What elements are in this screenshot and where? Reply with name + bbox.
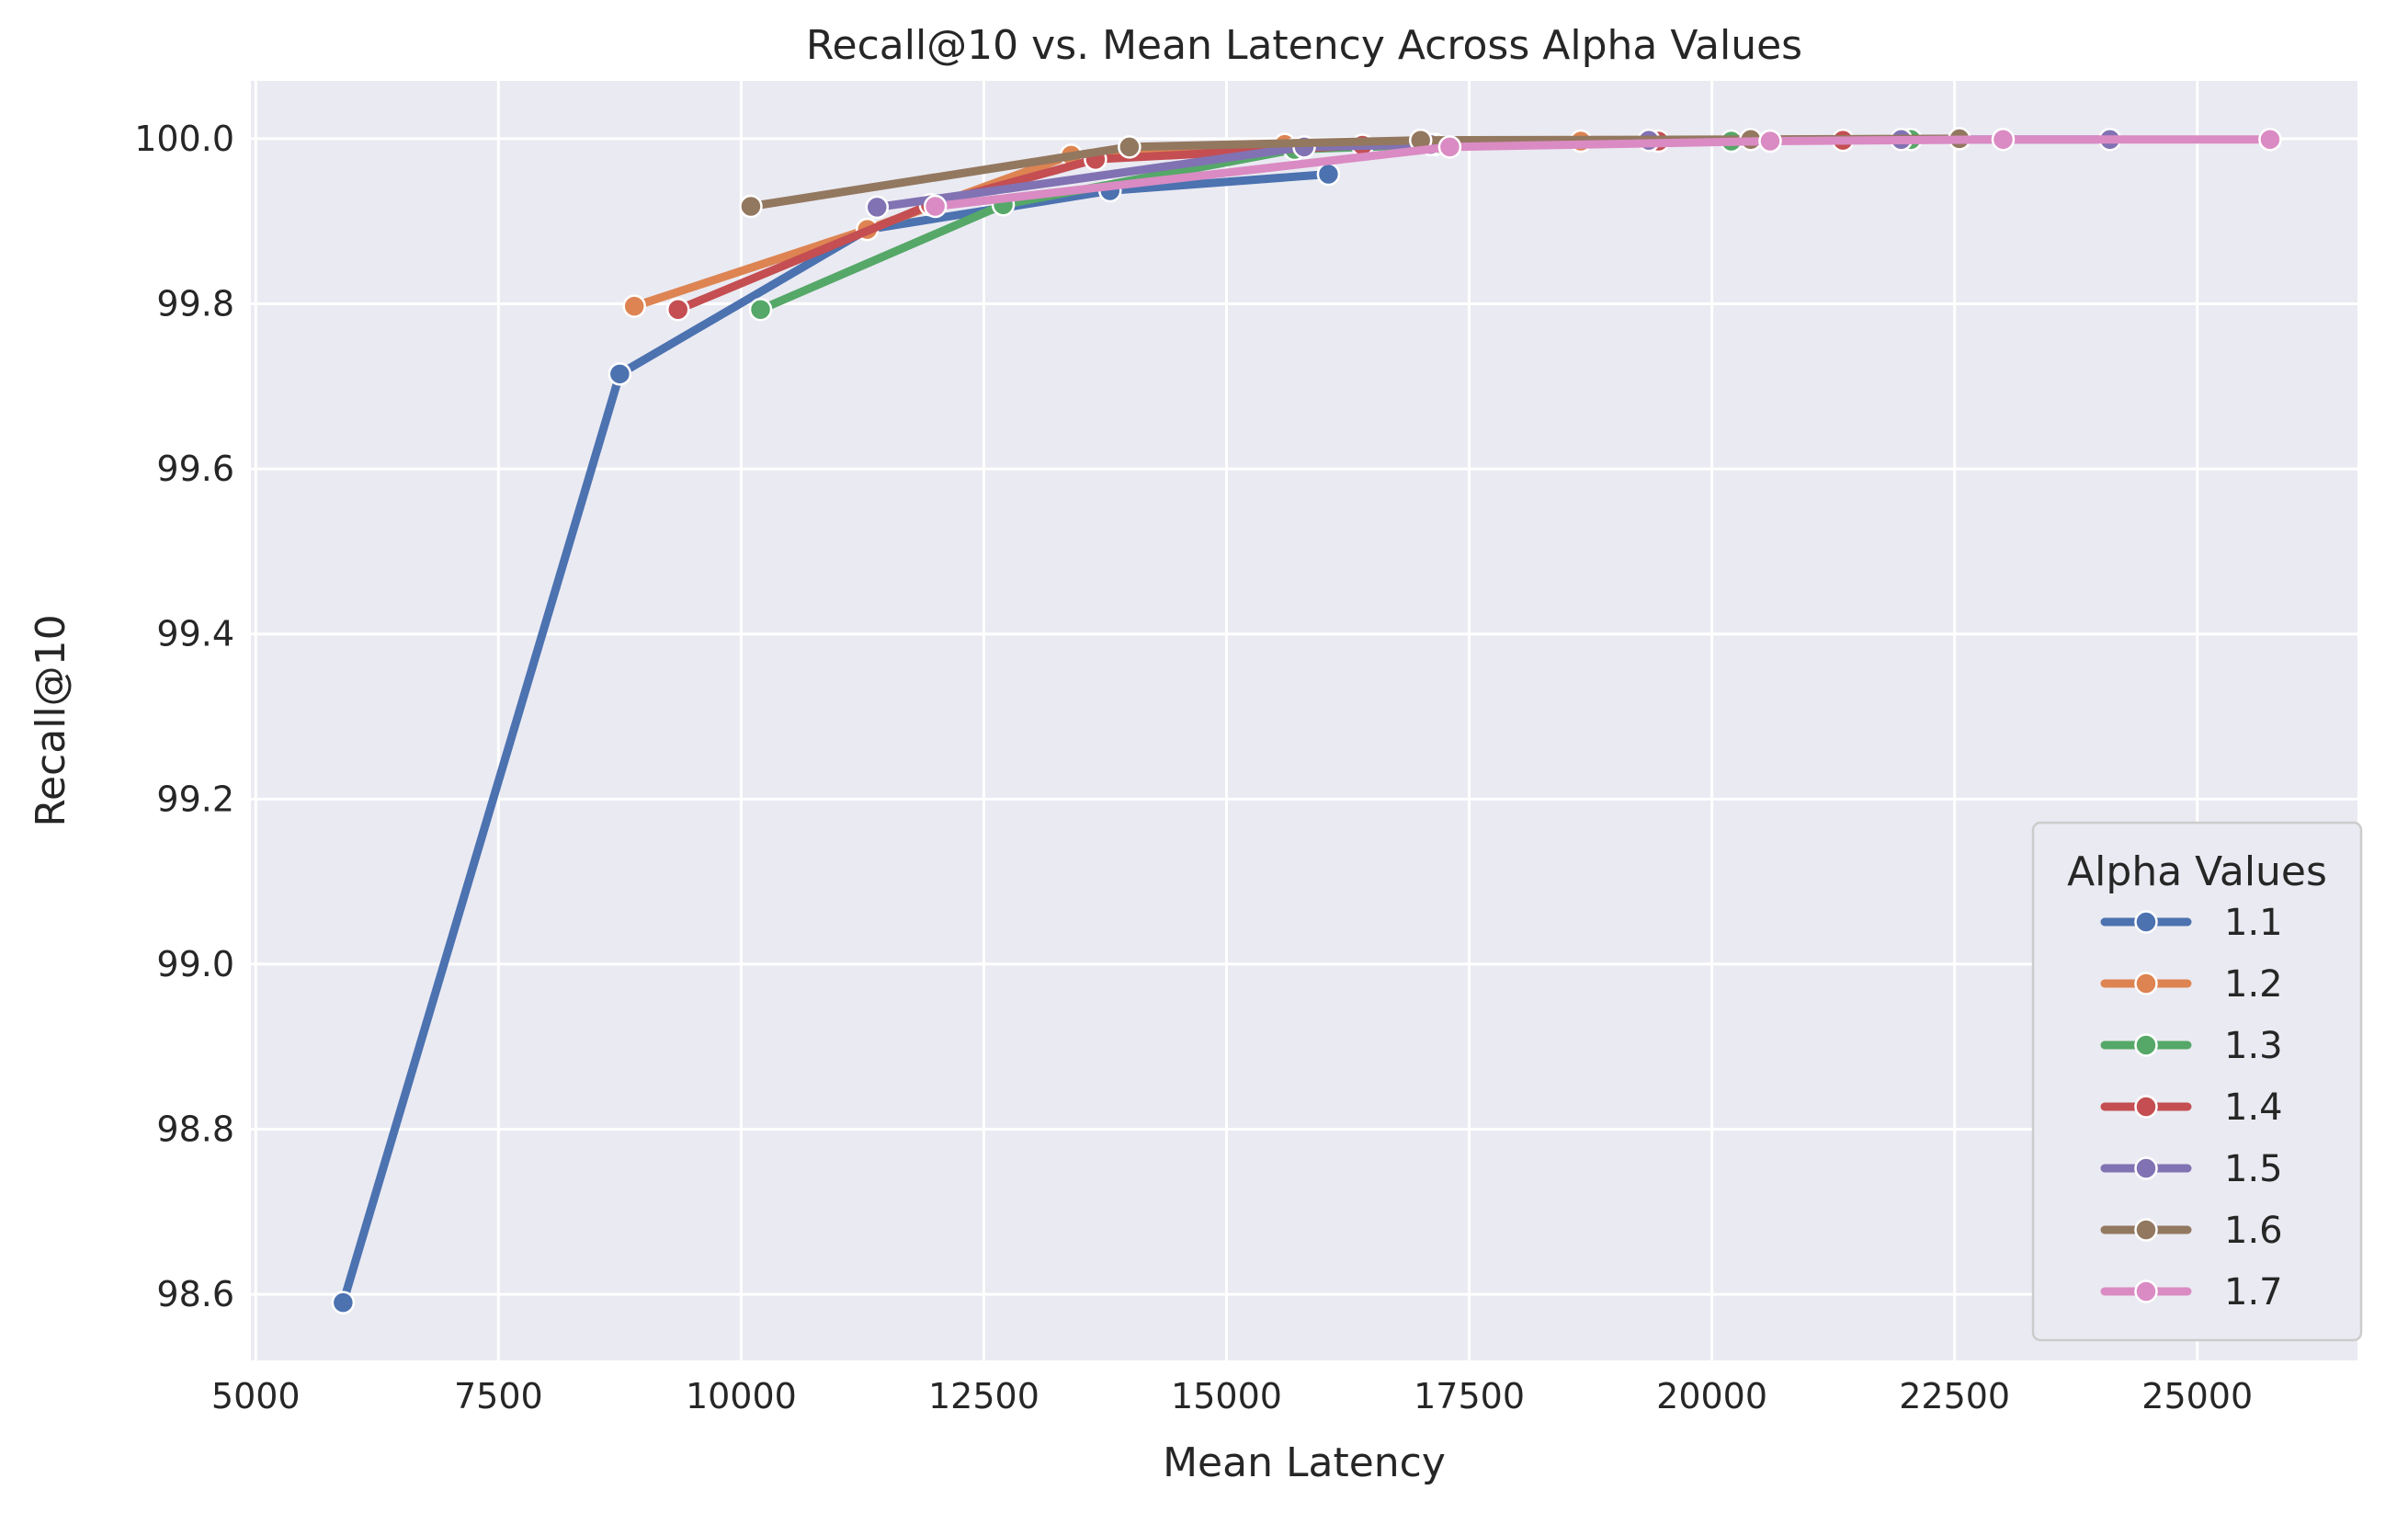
y-axis-title: Recall@10 (28, 614, 74, 826)
y-tick-label: 100.0 (134, 119, 234, 159)
data-point (665, 298, 690, 322)
y-tick-label: 99.8 (156, 283, 234, 324)
y-tick-label: 99.2 (156, 779, 234, 819)
data-point (865, 195, 890, 220)
x-tick-labels: 5000 7500 10000 12500 15000 17500 20000 22500 25… (211, 1376, 2253, 1416)
y-tick-label: 99.4 (156, 614, 234, 654)
legend-item: 1.4 (2100, 1086, 2283, 1129)
legend-item: 1.6 (2100, 1210, 2283, 1252)
x-tick-label: 10000 (686, 1376, 797, 1416)
y-tick-labels: 98.6 98.8 99.0 99.2 99.4 99.6 99.8 100.0 (134, 119, 234, 1314)
legend-box (2031, 821, 2363, 1342)
legend-swatch-marker (2134, 1156, 2158, 1180)
y-tick-label: 99.6 (156, 449, 234, 489)
legend-item: 1.7 (2100, 1271, 2283, 1314)
x-gridlines (254, 81, 2199, 1360)
legend-label: 1.5 (2224, 1148, 2283, 1190)
data-point (331, 1291, 356, 1314)
legend-swatch-marker (2134, 1218, 2158, 1242)
legend-label: 1.2 (2224, 963, 2283, 1006)
legend-label: 1.7 (2224, 1271, 2283, 1314)
legend-swatch-marker (2134, 972, 2158, 995)
legend-item: 1.1 (2100, 902, 2283, 944)
data-point (1991, 128, 2016, 152)
y-gridlines (251, 137, 2357, 1296)
legend-item: 1.3 (2100, 1025, 2283, 1067)
x-tick-label: 5000 (211, 1376, 301, 1416)
legend-item: 1.5 (2100, 1148, 2283, 1190)
legend-swatch-marker (2134, 910, 2158, 934)
y-tick-label: 98.6 (156, 1274, 234, 1314)
legend-label: 1.4 (2224, 1086, 2283, 1129)
legend-swatch-marker (2134, 1279, 2158, 1303)
x-tick-label: 12500 (928, 1376, 1039, 1416)
data-point (1758, 129, 1782, 154)
data-point (748, 298, 773, 322)
data-point (1316, 162, 1341, 187)
data-point (622, 294, 646, 318)
series-1-7 (923, 128, 2282, 219)
legend: Alpha Values 1.1 1.2 1.3 1.4 1.5 1.6 1.7 (2031, 821, 2363, 1342)
x-tick-label: 17500 (1414, 1376, 1525, 1416)
series-group (331, 127, 2282, 1314)
legend-label: 1.6 (2224, 1210, 2283, 1252)
x-tick-label: 25000 (2141, 1376, 2253, 1416)
plot-area (251, 81, 2357, 1360)
data-point (739, 194, 763, 219)
x-tick-label: 7500 (454, 1376, 543, 1416)
y-tick-label: 99.0 (156, 944, 234, 984)
chart-title: Recall@10 vs. Mean Latency Across Alpha … (806, 22, 1802, 69)
legend-items: 1.1 1.2 1.3 1.4 1.5 1.6 1.7 (2100, 902, 2283, 1314)
data-point (1437, 135, 1462, 159)
x-tick-label: 15000 (1171, 1376, 1282, 1416)
legend-label: 1.1 (2224, 902, 2283, 944)
legend-swatch-marker (2134, 1033, 2158, 1057)
legend-label: 1.3 (2224, 1025, 2283, 1067)
data-point (2258, 128, 2282, 152)
legend-swatch-marker (2134, 1095, 2158, 1119)
legend-title: Alpha Values (2067, 848, 2327, 895)
y-tick-label: 98.8 (156, 1109, 234, 1150)
data-point (1118, 135, 1142, 159)
legend-item: 1.2 (2100, 963, 2283, 1006)
x-tick-label: 22500 (1899, 1376, 2010, 1416)
data-point (923, 194, 948, 219)
data-point (608, 362, 632, 386)
x-tick-label: 20000 (1656, 1376, 1767, 1416)
x-axis-title: Mean Latency (1163, 1439, 1446, 1486)
